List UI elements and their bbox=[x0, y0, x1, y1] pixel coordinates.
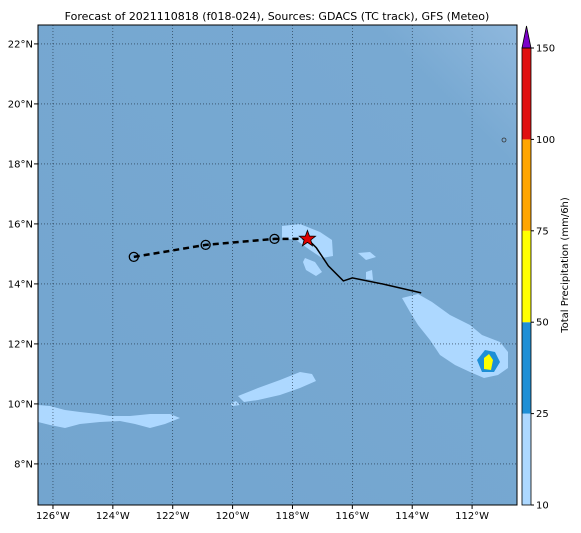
x-tick-label: 112°W bbox=[455, 511, 489, 522]
colorbar-tick-label: 50 bbox=[536, 318, 549, 329]
colorbar-tick-label: 100 bbox=[536, 135, 555, 146]
colorbar-segment bbox=[522, 230, 531, 323]
x-tick-label: 122°W bbox=[156, 511, 190, 522]
colorbar-label: Total Precipitation (mm/6h) bbox=[560, 197, 571, 334]
colorbar-segment bbox=[522, 48, 531, 140]
x-tick-label: 124°W bbox=[96, 511, 130, 522]
colorbar-tick-label: 25 bbox=[536, 409, 549, 420]
x-tick-label: 126°W bbox=[36, 511, 70, 522]
colorbar-frame bbox=[521, 47, 532, 506]
chart-title: Forecast of 2021110818 (f018-024), Sourc… bbox=[65, 10, 490, 23]
map-background bbox=[38, 25, 517, 505]
precip-area bbox=[38, 405, 180, 428]
tracks bbox=[128, 229, 422, 294]
island bbox=[501, 137, 507, 143]
colorbar-segment bbox=[522, 413, 531, 505]
track-point bbox=[269, 233, 280, 245]
y-tick-label: 16°N bbox=[8, 219, 33, 230]
y-tick-label: 18°N bbox=[8, 159, 33, 170]
track-point bbox=[200, 239, 211, 251]
x-tick-label: 118°W bbox=[275, 511, 309, 522]
x-tick-label: 120°W bbox=[216, 511, 250, 522]
y-tick-label: 20°N bbox=[8, 99, 33, 110]
track-point bbox=[128, 251, 139, 263]
current-position bbox=[298, 229, 317, 247]
x-tick-label: 114°W bbox=[395, 511, 429, 522]
precip-peak bbox=[484, 354, 493, 370]
y-tick-label: 22°N bbox=[8, 39, 33, 50]
y-tick-label: 14°N bbox=[8, 279, 33, 290]
x-tick-label: 116°W bbox=[335, 511, 369, 522]
colorbar: 10 25 50 75 100 150 bbox=[521, 25, 555, 512]
map-frame bbox=[37, 24, 518, 506]
colorbar-tick-label: 10 bbox=[536, 501, 549, 512]
colorbar-segment bbox=[522, 322, 531, 414]
colorbar-segment bbox=[522, 139, 531, 231]
y-tick-label: 12°N bbox=[8, 339, 33, 350]
y-tick-label: 8°N bbox=[14, 459, 33, 470]
grid bbox=[38, 25, 517, 505]
colorbar-tick-label: 150 bbox=[536, 44, 555, 55]
observed-track bbox=[306, 238, 422, 294]
colorbar-tick-label: 75 bbox=[536, 226, 549, 237]
precip-area bbox=[230, 372, 316, 406]
y-tick-label: 10°N bbox=[8, 399, 33, 410]
colorbar-extension bbox=[521, 25, 532, 49]
